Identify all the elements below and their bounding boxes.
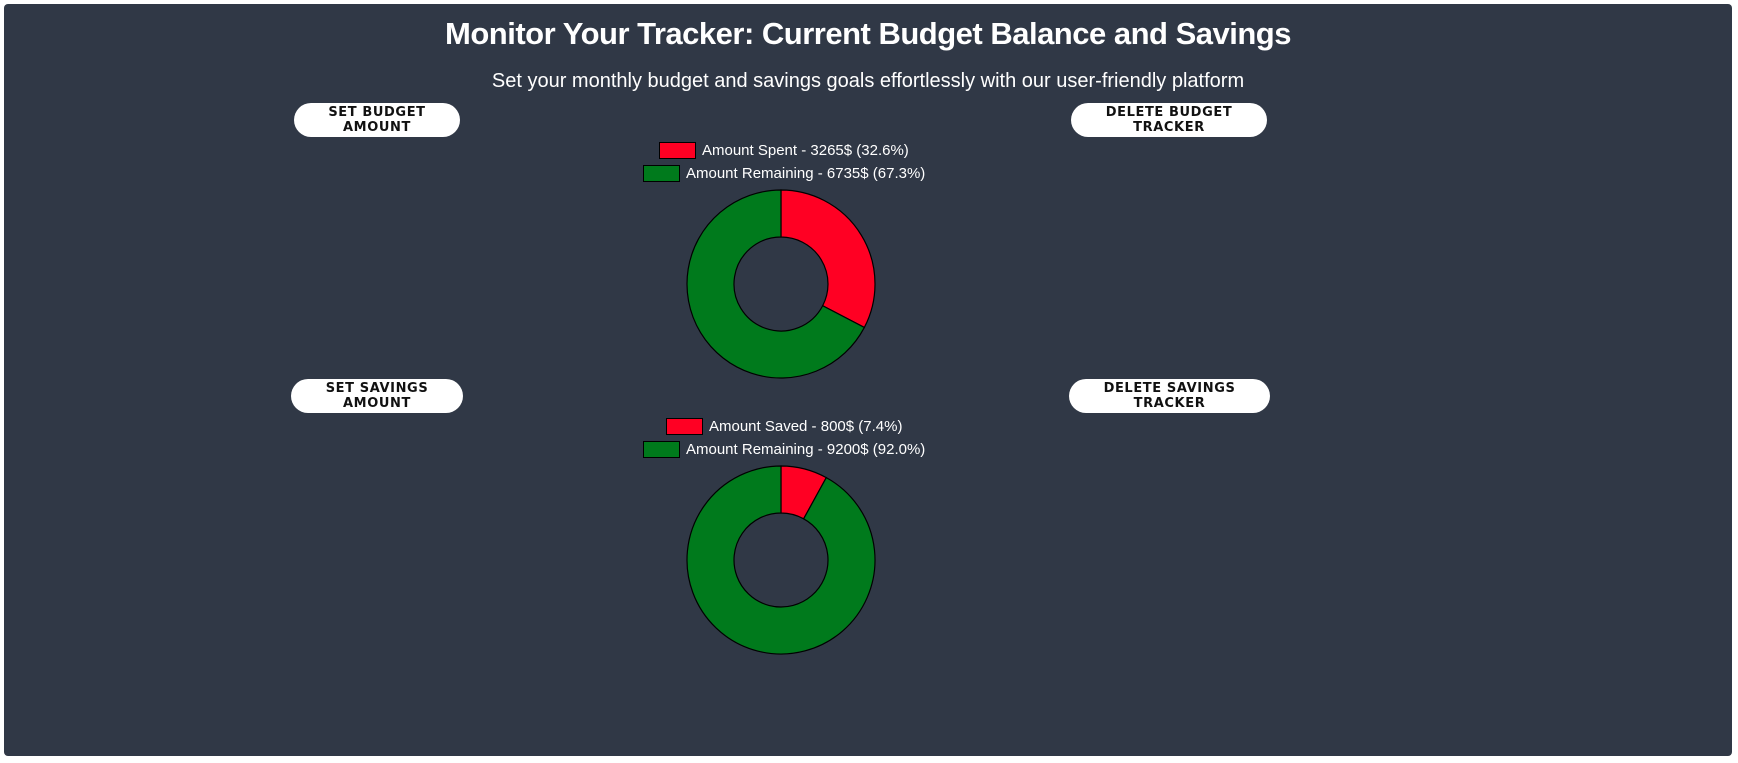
slice-savings-remaining bbox=[686, 465, 876, 655]
legend-label-spent: Amount Spent - 3265$ (32.6%) bbox=[702, 142, 909, 159]
savings-legend-remaining: Amount Remaining - 9200$ (92.0%) bbox=[643, 441, 925, 458]
delete-budget-tracker-button[interactable]: DELETE BUDGET TRACKER bbox=[1071, 103, 1267, 137]
slice-amount-spent bbox=[780, 189, 876, 329]
set-budget-button[interactable]: SET BUDGET AMOUNT bbox=[294, 103, 460, 137]
tracker-panel: Monitor Your Tracker: Current Budget Bal… bbox=[4, 4, 1732, 756]
slice-amount-remaining bbox=[686, 189, 866, 379]
legend-label-savings-remaining: Amount Remaining - 9200$ (92.0%) bbox=[686, 441, 926, 458]
set-savings-button[interactable]: SET SAVINGS AMOUNT bbox=[291, 379, 463, 413]
budget-donut-chart bbox=[686, 189, 876, 379]
legend-swatch-spent bbox=[659, 142, 696, 159]
savings-legend-saved: Amount Saved - 800$ (7.4%) bbox=[666, 418, 902, 435]
legend-swatch-remaining bbox=[643, 165, 680, 182]
savings-donut-chart bbox=[686, 465, 876, 655]
legend-label-remaining: Amount Remaining - 6735$ (67.3%) bbox=[686, 165, 926, 182]
budget-legend-spent: Amount Spent - 3265$ (32.6%) bbox=[659, 142, 909, 159]
legend-swatch-saved bbox=[666, 418, 703, 435]
delete-savings-tracker-button[interactable]: DELETE SAVINGS TRACKER bbox=[1069, 379, 1270, 413]
legend-swatch-savings-remaining bbox=[643, 441, 680, 458]
legend-label-saved: Amount Saved - 800$ (7.4%) bbox=[709, 418, 903, 435]
budget-legend-remaining: Amount Remaining - 6735$ (67.3%) bbox=[643, 165, 925, 182]
page-subtitle: Set your monthly budget and savings goal… bbox=[491, 70, 1245, 92]
page-title: Monitor Your Tracker: Current Budget Bal… bbox=[445, 16, 1291, 51]
